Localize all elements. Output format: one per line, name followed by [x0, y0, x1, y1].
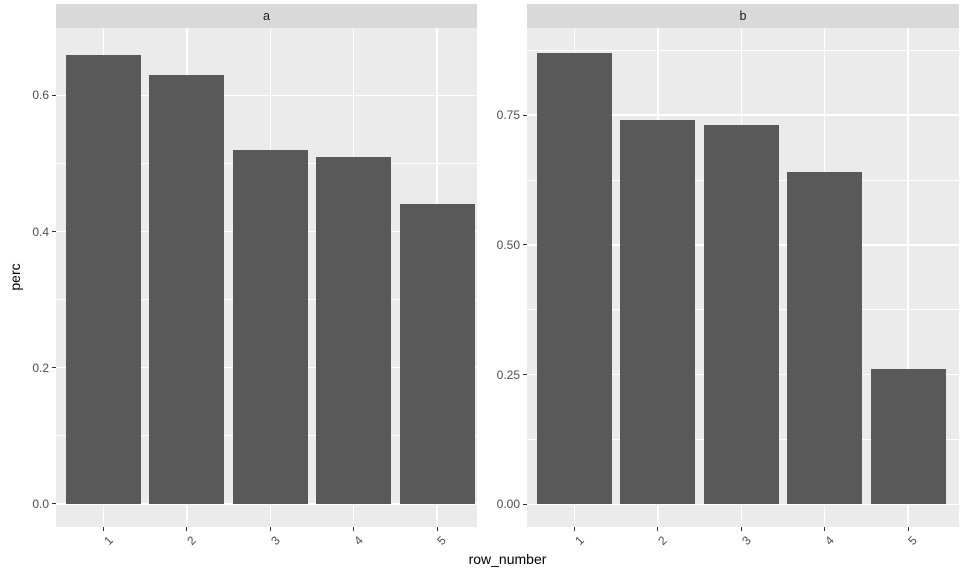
x-tick-mark: [103, 527, 104, 531]
x-tick-label: 5: [905, 533, 921, 548]
x-tick-label: 1: [101, 533, 116, 548]
x-tick-label: 4: [351, 533, 366, 548]
facet-strip-label: b: [739, 8, 747, 23]
x-tick-mark: [186, 527, 188, 531]
bar: [66, 54, 141, 504]
gridline-major-y: [527, 114, 959, 116]
x-tick-label: 4: [822, 533, 837, 548]
y-tick-mark: [523, 374, 527, 376]
bar: [870, 369, 946, 505]
y-tick-mark: [52, 503, 56, 505]
bar: [787, 172, 863, 505]
x-tick-mark: [353, 527, 355, 531]
y-tick-mark: [52, 367, 56, 369]
x-tick-mark: [657, 527, 659, 531]
bar: [232, 149, 308, 504]
bar: [399, 204, 475, 504]
y-tick-label: 0.4: [32, 224, 49, 239]
y-tick-label: 0.75: [496, 108, 520, 123]
y-tick-mark: [52, 94, 56, 96]
y-axis-title: perc: [7, 263, 23, 291]
x-tick-mark: [824, 527, 826, 531]
x-tick-label: 3: [738, 533, 754, 548]
facet-strip-label: a: [263, 8, 270, 23]
bar: [703, 125, 779, 505]
x-tick-mark: [740, 527, 742, 531]
gridline-major-x: [907, 28, 909, 527]
y-tick-label: 0.25: [496, 367, 520, 382]
facet-panel: [56, 28, 477, 527]
bar: [316, 156, 392, 504]
bar: [149, 74, 225, 504]
x-tick-label: 1: [572, 533, 587, 548]
y-tick-mark: [523, 503, 527, 505]
bar: [537, 52, 612, 505]
y-tick-mark: [523, 244, 527, 246]
y-tick-label: 0.6: [32, 88, 49, 103]
x-tick-label: 2: [655, 533, 671, 548]
facet-strip: b: [527, 4, 959, 28]
gridline-minor-y: [527, 49, 959, 51]
facet-panel: [527, 28, 959, 527]
x-tick-mark: [574, 527, 575, 531]
y-tick-label: 0.2: [32, 360, 49, 375]
y-tick-label: 0.50: [496, 237, 520, 252]
facet-strip: a: [56, 4, 477, 28]
x-tick-mark: [436, 527, 438, 531]
x-axis-title: row_number: [468, 551, 547, 567]
gridline-major-y: [56, 94, 477, 97]
x-tick-mark: [269, 527, 271, 531]
x-tick-label: 5: [434, 533, 450, 548]
x-tick-label: 3: [267, 533, 283, 548]
y-tick-mark: [523, 114, 527, 116]
y-tick-label: 0.0: [32, 496, 49, 511]
bar: [620, 120, 696, 505]
x-tick-mark: [907, 527, 909, 531]
y-tick-label: 0.00: [496, 497, 520, 512]
x-tick-label: 2: [184, 533, 200, 548]
y-tick-mark: [52, 231, 56, 233]
gridline-major-y: [527, 503, 959, 506]
gridline-major-y: [56, 503, 477, 505]
